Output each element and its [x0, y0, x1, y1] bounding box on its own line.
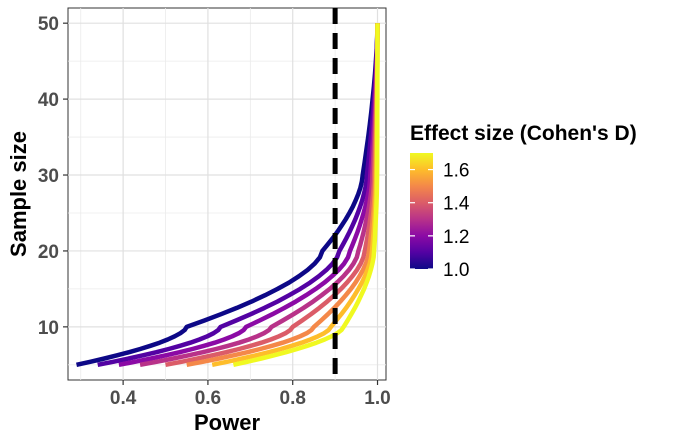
- y-tick-label: 30: [38, 166, 59, 187]
- x-tick-label: 1.0: [364, 388, 390, 409]
- x-axis-ticks: 0.4 0.6 0.8 1.0: [110, 380, 391, 409]
- x-tick-label: 0.6: [195, 388, 221, 409]
- y-tick-label: 10: [38, 318, 59, 339]
- series-lines: [76, 23, 380, 368]
- y-axis-ticks: 10 20 30 40 50: [38, 14, 68, 339]
- y-tick-label: 20: [38, 242, 59, 263]
- colorbar-ticks: 1.0 1.2 1.4 1.6: [410, 161, 470, 281]
- colorbar-tick-label: 1.4: [443, 194, 470, 215]
- colorbar-legend: Effect size (Cohen's D) 1.0 1.2 1.4 1.6: [410, 122, 637, 281]
- y-axis-title: Sample size: [6, 131, 31, 257]
- y-tick-label: 40: [38, 90, 59, 111]
- x-tick-label: 0.8: [280, 388, 306, 409]
- x-tick-label: 0.4: [110, 388, 137, 409]
- legend-title: Effect size (Cohen's D): [410, 122, 637, 145]
- y-tick-label: 50: [38, 14, 59, 35]
- colorbar-tick-label: 1.2: [443, 227, 469, 248]
- colorbar-tick-label: 1.0: [443, 260, 469, 281]
- series-line-d-1.7: [232, 23, 380, 367]
- x-axis-title: Power: [194, 410, 260, 435]
- colorbar-tick-label: 1.6: [443, 161, 469, 182]
- colorbar: [410, 153, 433, 269]
